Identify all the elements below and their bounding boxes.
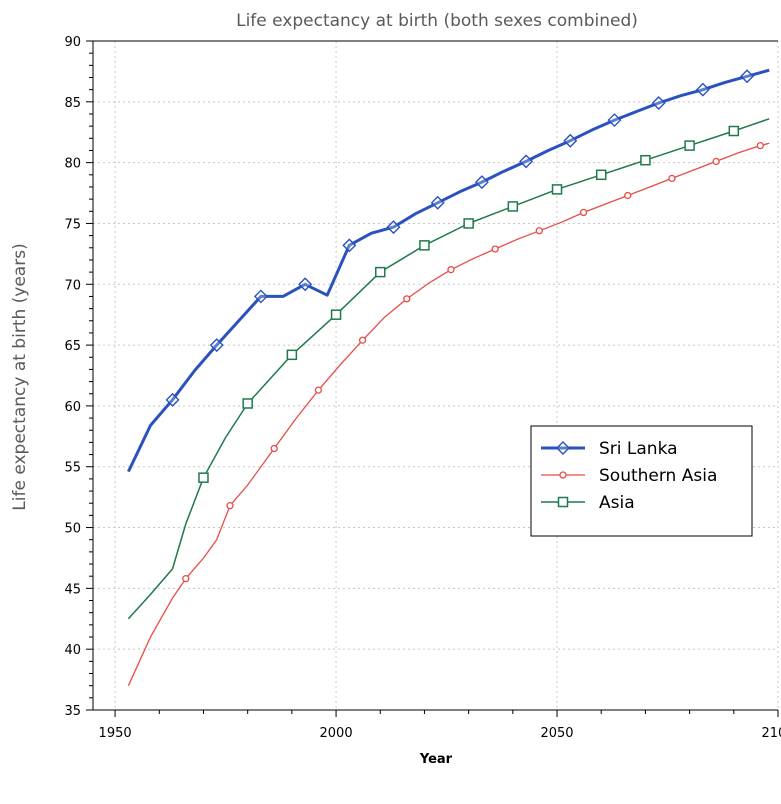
data-point-sri-lanka — [519, 154, 534, 169]
y-tick-label: 60 — [64, 400, 81, 415]
legend-marker-sri-lanka — [556, 441, 570, 455]
x-tick-label: 1950 — [99, 726, 132, 741]
data-point-sri-lanka — [607, 113, 622, 128]
data-point-asia — [375, 266, 386, 278]
data-point-asia — [728, 125, 740, 137]
legend-box — [530, 425, 753, 537]
y-tick-label: 85 — [64, 96, 81, 111]
y-tick-label: 80 — [64, 157, 81, 172]
y-tick-label: 70 — [64, 278, 81, 293]
data-point-southern-asia — [756, 141, 764, 150]
data-point-asia — [198, 472, 209, 483]
data-point-southern-asia — [712, 157, 720, 166]
data-point-asia — [640, 154, 651, 166]
x-tick-label: 2000 — [320, 726, 353, 741]
series-line-southern-asia — [127, 142, 770, 686]
legend-marker-southern-asia — [559, 471, 567, 479]
data-point-sri-lanka — [298, 277, 313, 292]
data-point-southern-asia — [535, 227, 544, 235]
data-point-asia — [463, 218, 474, 229]
data-point-southern-asia — [358, 336, 367, 344]
y-tick-label: 90 — [64, 35, 81, 50]
data-point-asia — [684, 140, 695, 151]
data-point-sri-lanka — [430, 195, 445, 210]
data-point-southern-asia — [579, 208, 588, 217]
y-tick-label: 65 — [64, 339, 81, 354]
data-point-sri-lanka — [474, 175, 489, 190]
data-point-sri-lanka — [651, 96, 666, 111]
data-point-sri-lanka — [253, 289, 268, 304]
data-point-asia — [330, 309, 342, 320]
data-point-sri-lanka — [386, 220, 401, 235]
legend-label-asia: Asia — [599, 493, 635, 513]
data-point-southern-asia — [447, 266, 455, 274]
x-tick-label: 2050 — [540, 726, 573, 741]
data-point-southern-asia — [668, 174, 676, 183]
data-point-sri-lanka — [563, 133, 578, 148]
y-tick-label: 55 — [64, 461, 81, 476]
data-point-southern-asia — [270, 444, 278, 453]
data-point-asia — [286, 349, 298, 361]
y-tick-label: 50 — [64, 522, 81, 537]
data-point-asia — [419, 240, 430, 251]
legend-marker-asia — [557, 496, 569, 508]
y-axis-label: Life expectancy at birth (years) — [10, 243, 30, 510]
data-point-sri-lanka — [695, 82, 710, 97]
x-axis-label: Year — [419, 752, 453, 767]
data-point-asia — [595, 169, 607, 181]
data-point-southern-asia — [403, 295, 411, 303]
y-tick-label: 45 — [64, 582, 81, 597]
data-point-asia — [551, 184, 563, 195]
data-point-asia — [242, 398, 253, 409]
data-point-southern-asia — [226, 502, 234, 510]
y-tick-label: 75 — [64, 217, 81, 232]
series-line-sri-lanka — [127, 68, 770, 473]
y-tick-label: 40 — [64, 643, 81, 658]
legend-label-sri-lanka: Sri Lanka — [599, 439, 678, 459]
legend-label-southern-asia: Southern Asia — [599, 466, 717, 486]
data-point-southern-asia — [491, 245, 499, 253]
data-point-southern-asia — [624, 191, 632, 200]
data-point-southern-asia — [314, 386, 323, 394]
y-tick-label: 35 — [64, 704, 81, 719]
chart-title: Life expectancy at birth (both sexes com… — [236, 11, 638, 31]
data-point-sri-lanka — [740, 69, 755, 84]
data-point-southern-asia — [182, 574, 190, 583]
data-point-sri-lanka — [209, 338, 224, 353]
x-tick-label: 2100 — [761, 726, 781, 741]
series-line-asia — [127, 118, 770, 620]
data-point-asia — [507, 201, 519, 212]
data-point-sri-lanka — [342, 238, 357, 253]
data-point-sri-lanka — [165, 392, 180, 407]
